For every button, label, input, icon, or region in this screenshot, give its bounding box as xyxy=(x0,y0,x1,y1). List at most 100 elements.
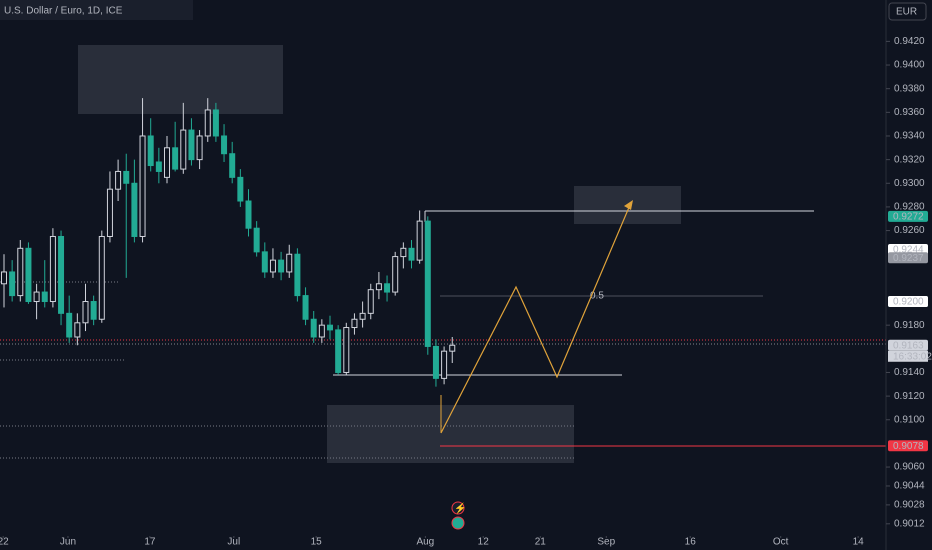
candle-body xyxy=(237,176,244,202)
candle-body xyxy=(424,220,431,347)
projection-path xyxy=(440,204,631,434)
event-icon[interactable] xyxy=(451,516,465,530)
price-badge xyxy=(888,243,928,255)
candle-body xyxy=(212,109,219,137)
x-tick-label: 16 xyxy=(685,537,697,548)
candle-body xyxy=(25,247,32,303)
price-badge xyxy=(888,210,928,222)
price-badge xyxy=(888,440,928,452)
event-icon[interactable] xyxy=(451,501,465,515)
candle-body xyxy=(17,247,24,297)
candle-body xyxy=(155,161,162,172)
candle-body xyxy=(384,283,391,293)
event-icon-glyph: ⚡ xyxy=(454,502,466,515)
candle-body xyxy=(221,135,228,155)
x-tick-label: 15 xyxy=(311,537,323,548)
candle-body xyxy=(310,318,317,338)
price-badge-label: 0.9244 xyxy=(893,245,924,256)
zone xyxy=(78,45,283,114)
y-tick-label: 0.9400 xyxy=(894,60,925,71)
candle-body xyxy=(286,253,293,273)
y-tick-label: 0.9340 xyxy=(894,131,925,142)
candle-body xyxy=(278,259,285,273)
candle-body xyxy=(98,235,105,320)
candle-body xyxy=(408,247,415,261)
price-badge xyxy=(888,339,928,351)
y-tick-label: 0.9320 xyxy=(894,154,925,165)
currency: EUR xyxy=(896,7,917,18)
candle-body xyxy=(115,170,122,190)
candle-body xyxy=(416,220,423,261)
candle-body xyxy=(253,227,260,253)
price-badge-label: 0.9200 xyxy=(893,297,924,308)
y-tick-label: 0.9060 xyxy=(894,462,925,473)
candle-body xyxy=(294,253,301,297)
y-tick-label: 0.9260 xyxy=(894,225,925,236)
y-tick-label: 0.9180 xyxy=(894,320,925,331)
y-tick-label: 0.9300 xyxy=(894,178,925,189)
candle-body xyxy=(66,312,73,338)
candle-body xyxy=(180,129,187,170)
candle-body xyxy=(318,324,325,338)
candle-body xyxy=(106,188,113,237)
candle-body xyxy=(131,182,138,237)
candle-body xyxy=(343,327,350,373)
candle-body xyxy=(261,251,268,273)
currency-button[interactable] xyxy=(888,2,927,21)
candle-body xyxy=(392,256,399,293)
candle-body xyxy=(33,291,40,303)
candle-body xyxy=(41,291,48,303)
y-tick-label: 0.9120 xyxy=(894,391,925,402)
y-tick-label: 0.9380 xyxy=(894,83,925,94)
candle-body xyxy=(375,283,382,291)
candle-body xyxy=(335,329,342,373)
chart-title: U.S. Dollar / Euro, 1D, ICE xyxy=(4,6,123,17)
candle-body xyxy=(400,247,407,258)
price-badge-label: 0.9272 xyxy=(893,212,924,223)
x-tick-label: 17 xyxy=(144,537,156,548)
candle-body xyxy=(229,153,236,178)
candle-body xyxy=(58,235,65,314)
candle-body xyxy=(147,135,154,167)
candle-body xyxy=(82,301,89,324)
y-tick-label: 0.9044 xyxy=(894,481,925,492)
candle-body xyxy=(359,312,366,320)
candle-body xyxy=(196,135,203,161)
price-badge-label: 0.9163 xyxy=(893,340,924,351)
candle-body xyxy=(245,200,252,229)
candle-body xyxy=(269,259,276,273)
candle-body xyxy=(302,295,309,320)
price-badge xyxy=(888,296,928,308)
y-tick-label: 0.9420 xyxy=(894,36,925,47)
candle-body xyxy=(49,235,56,303)
x-tick-label: Sep xyxy=(597,537,615,548)
y-tick-label: 0.9100 xyxy=(894,414,925,425)
y-tick-label: 0.9140 xyxy=(894,367,925,378)
x-tick-label: Jun xyxy=(60,537,76,548)
title-box xyxy=(0,0,193,20)
candle-body xyxy=(90,301,97,320)
candle-body xyxy=(0,271,7,285)
x-tick-label: 14 xyxy=(853,537,865,548)
candle-body xyxy=(351,318,358,329)
price-badge-label: 0.9237 xyxy=(893,253,924,264)
candle-body xyxy=(188,129,195,161)
x-tick-label: Aug xyxy=(416,537,434,548)
price-badge xyxy=(888,252,928,264)
candle-body xyxy=(204,109,211,137)
candle-body xyxy=(123,170,130,184)
candle-body xyxy=(163,147,170,178)
candle-body xyxy=(172,147,179,170)
countdown: 16:33:02 xyxy=(893,351,932,362)
candle-body xyxy=(139,135,146,237)
fib-label: 0.5 xyxy=(590,291,604,302)
x-tick-label: 21 xyxy=(535,537,547,548)
candle-body xyxy=(367,289,374,314)
candle-body xyxy=(432,345,439,379)
x-tick-label: Oct xyxy=(773,537,789,548)
x-tick-label: 22 xyxy=(0,537,9,548)
arrow-head xyxy=(624,200,633,210)
candle-body xyxy=(441,350,448,379)
